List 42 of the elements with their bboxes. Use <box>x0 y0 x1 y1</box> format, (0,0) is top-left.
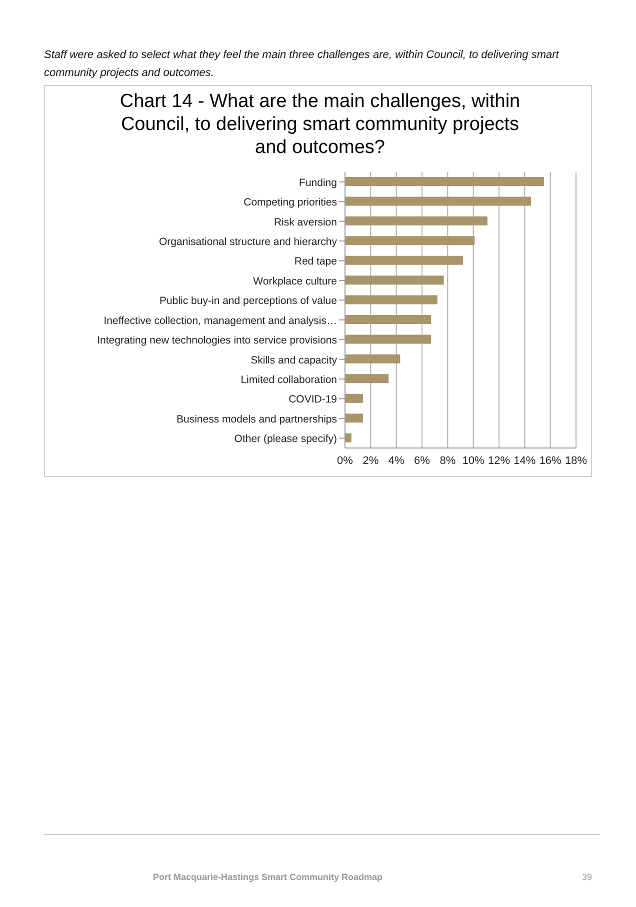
bar <box>345 256 464 265</box>
bar <box>345 334 431 344</box>
bar <box>345 315 431 324</box>
x-tick-label: 6% <box>414 454 430 467</box>
chart-title: Chart 14 - What are the main challenges, within Council, to delivering smart community projects and outcomes? <box>118 90 522 159</box>
bar <box>345 196 532 206</box>
x-tick-label: 16% <box>539 454 562 467</box>
y-tick-label: Workplace culture <box>253 275 338 288</box>
y-tick-label: Skills and capacity <box>250 354 338 366</box>
bar <box>345 374 389 384</box>
y-tick-label: Integrating new technologies into service provisions <box>97 334 337 347</box>
x-tick-label: 12% <box>488 454 510 467</box>
x-tick-label: 14% <box>514 454 536 467</box>
bar <box>345 216 488 226</box>
bar <box>345 394 363 403</box>
y-tick-label: Red tape <box>294 256 338 268</box>
bar <box>345 295 438 304</box>
bar <box>345 236 475 246</box>
y-tick-label: Limited collaboration <box>240 374 338 386</box>
y-tick-label: Other (please specify) <box>234 433 337 446</box>
x-tick-label: 18% <box>564 454 588 467</box>
text: Port Macquarie-Hastings Smart Community Roadmap <box>153 872 383 882</box>
x-tick-label: 10% <box>462 454 485 467</box>
bar <box>345 354 400 364</box>
x-tick-label: 0% <box>337 454 354 467</box>
x-tick-label: 4% <box>388 454 404 467</box>
y-tick-label: Organisational structure and hierarchy <box>158 236 338 248</box>
x-tick-label: 2% <box>362 454 379 467</box>
text: Staff were asked to select what they feel the main three challenges are, within Council, to delivering smart community projects and outcomes. <box>44 48 560 81</box>
bar <box>345 414 363 423</box>
x-tick-label: 8% <box>440 454 456 467</box>
y-tick-label: Funding <box>299 176 338 189</box>
y-tick-label: Business models and partnerships <box>176 413 337 426</box>
y-tick-label: Ineffective collection, management and analysis… <box>104 314 337 327</box>
y-tick-label: Competing priorities <box>244 196 337 209</box>
bar <box>345 177 544 186</box>
y-tick-label: Public buy-in and perceptions of value <box>160 295 338 308</box>
bar <box>345 276 444 285</box>
y-tick-label: COVID-19 <box>288 394 338 406</box>
bar <box>345 433 352 442</box>
text: 39 <box>582 872 592 882</box>
y-tick-label: Risk aversion <box>274 216 338 228</box>
